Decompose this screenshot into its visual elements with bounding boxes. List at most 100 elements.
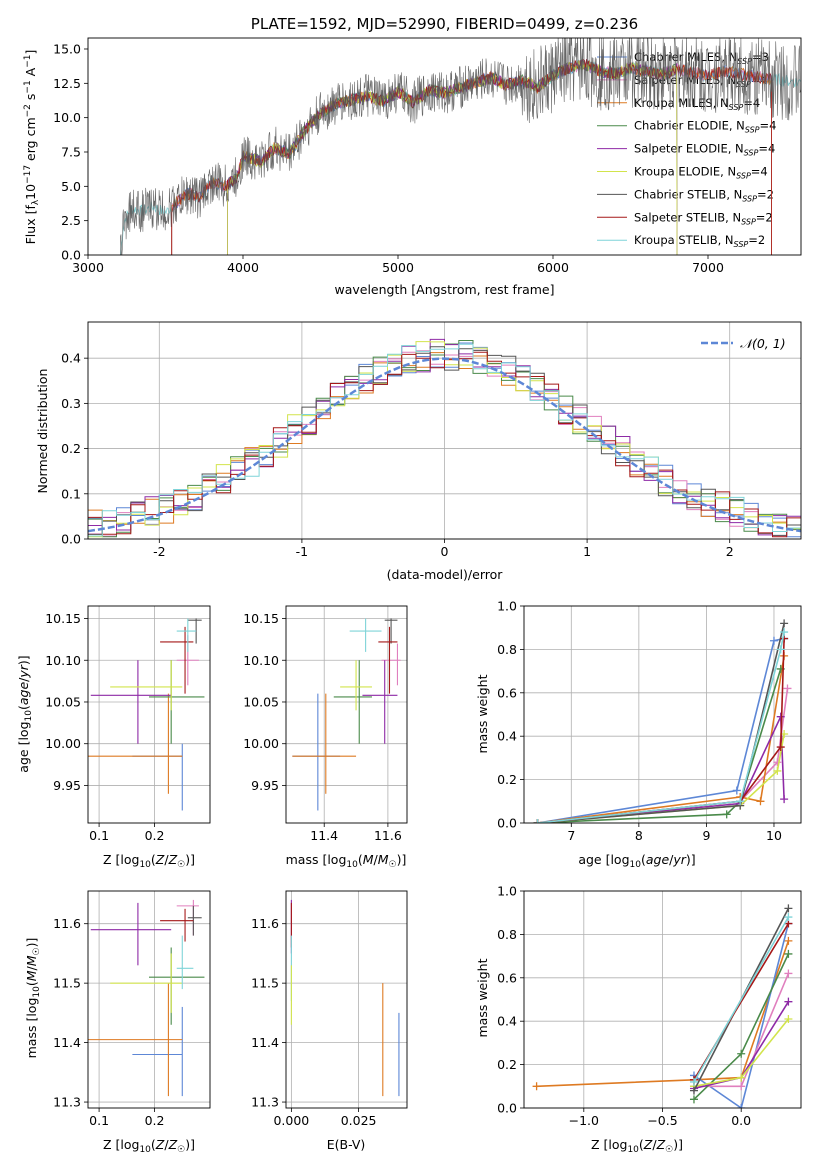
histogram-step-7 [88,351,801,538]
spectrum-plot [120,38,801,255]
age-vs-z-point-8 [176,618,197,652]
gaussian-legend-label: 𝒩(0, 1) [740,336,786,351]
mass-vs-ebv-xlabel: E(B-V) [327,1137,366,1152]
age-vs-z-point-2 [88,693,183,794]
age-vs-z-ytick-label: 10.10 [45,653,81,668]
age-vs-z-xlabel: Z [log10(Z/Z☉)] [103,852,195,870]
mass-vs-z-grid [88,891,210,1108]
legend-label-8: Kroupa STELIB, NSSP=2 [634,233,765,249]
massweight-vs-age-xtick-label: 8 [635,828,643,843]
legend-label-text: Kroupa STELIB, N [634,233,734,247]
mass-vs-z-plot [88,899,205,1097]
massweight-vs-z-marker [784,969,793,978]
age-vs-mass-ytick-label: 9.95 [251,778,279,793]
mass-vs-ebv-xtick-label: 0.025 [341,1113,377,1128]
residual-ytick-label: 0.3 [61,396,81,411]
mass-vs-z-frame [87,890,211,1109]
legend-label-count: =2 [756,210,773,224]
age-vs-z-panel: Z [log10(Z/Z☉)] age [log10(age/yr)] 0.1 0… [16,605,211,870]
massweight-vs-age-marker [776,712,785,721]
spectrum-xtick-label: 3000 [72,260,104,275]
massweight-vs-z-marker [784,1015,793,1024]
age-vs-z-xtick-label: 0.1 [89,828,109,843]
legend-label-subscript: SSP [736,80,751,89]
spectrum-xlabel: wavelength [Angstrom, rest frame] [334,282,554,297]
mass-vs-ebv-ytick-label: 11.6 [251,916,279,931]
massweight-vs-z-marker [784,997,793,1006]
massweight-vs-z-marker [689,1077,698,1086]
mass-vs-z-ytick-label: 11.5 [53,976,81,991]
massweight-vs-age-frame [523,605,802,824]
age-vs-mass-point-3 [333,660,372,744]
age-vs-mass-xtick-label: 11.4 [310,828,338,843]
age-vs-z-ylabel: age [log10(age/yr)] [16,655,34,772]
legend-label-subscript: SSP [734,240,749,249]
mass-vs-ebv-ytick-label: 11.5 [251,976,279,991]
spectrum-title: PLATE=1592, MJD=52990, FIBERID=0499, z=0… [251,15,638,33]
mass-vs-z-point-4 [90,902,172,966]
age-vs-z-ytick-label: 10.15 [45,611,81,626]
legend-label-text: Kroupa MILES, N [634,96,729,110]
spectrum-ytick-label: 2.5 [61,213,81,228]
massweight-vs-age-marker [773,758,782,767]
massweight-vs-age-marker [736,797,745,806]
age-vs-mass-ytick-label: 10.00 [243,736,279,751]
age-vs-z-plot [88,618,205,811]
residual-xtick-label: -2 [153,544,165,559]
massweight-vs-age-xlabel: age [log10(age/yr)] [578,852,695,870]
legend-label-count: =4 [751,165,768,179]
massweight-vs-z-series-0 [536,940,790,1088]
mass-vs-z-point-2 [88,983,183,1097]
mass-vs-z-ytick-label: 11.6 [53,916,81,931]
legend-label-subscript: SSP [742,194,757,203]
age-vs-mass-panel: mass [log10(M/M☉)] 11.4 11.6 9.95 10.00 10.0… [243,605,408,870]
massweight-vs-age-marker [776,645,785,654]
residual-ytick-label: 0.4 [61,351,81,366]
mass-vs-z-ylabel: mass [log10(M/M☉)] [24,938,42,1059]
residual-panel: (data-model)/error Normed distribution 𝒩… [35,321,802,582]
massweight-vs-age-marker [732,786,741,795]
mass-vs-z-point-5 [110,953,183,1013]
spectrum-ylabel: Flux [fλ10−17 erg cm−2 s−1 A−1] [23,50,41,245]
spectrum-xtick-label: 6000 [537,260,569,275]
massweight-vs-age-panel: age [log10(age/yr)] mass weight 7 8 9 10 0.0… [475,599,802,870]
massweight-vs-age-marker [780,795,789,804]
spectrum-xtick-label: 5000 [382,260,414,275]
mass-vs-z-ytick-label: 11.3 [53,1095,81,1110]
massweight-vs-z-grid [524,890,801,1109]
residual-xtick-label: 1 [583,544,591,559]
legend-label-count: =2 [748,233,765,247]
massweight-vs-age-ytick-label: 0.4 [497,729,517,744]
massweight-vs-z-xtick-label: −1.0 [569,1113,599,1128]
age-vs-mass-plot [292,618,401,811]
massweight-vs-z-xlabel: Z [log10(Z/Z☉)] [591,1137,683,1155]
massweight-vs-age-ylabel: mass weight [475,674,490,753]
mass-vs-z-point-0 [132,1006,183,1097]
massweight-vs-z-xtick-label: −0.5 [647,1113,677,1128]
spectrum-ytick-label: 15.0 [53,41,81,56]
residual-ytick-label: 0.1 [61,486,81,501]
mass-vs-z-panel: Z [log10(Z/Z☉)] mass [log10(M/M☉)] 0.1 0.… [24,890,211,1155]
legend-label-subscript: SSP [729,103,744,112]
legend-label-text: Kroupa ELODIE, N [634,165,736,179]
age-vs-mass-point-4 [362,660,398,744]
legend-label-subscript: SSP [736,172,751,181]
legend-label-text: Chabrier STELIB, N [634,187,742,201]
age-vs-mass-point-5 [340,660,372,711]
age-vs-z-point-5 [110,660,183,711]
legend-label-subscript: SSP [737,57,752,66]
spectrum-ytick-label: 0.0 [61,248,81,263]
massweight-vs-z-ytick-label: 0.4 [497,1014,517,1029]
spectrum-ytick-label: 10.0 [53,110,81,125]
age-vs-z-frame [87,605,211,824]
massweight-vs-age-series-8 [537,631,785,823]
massweight-vs-age-marker [780,619,789,628]
mass-vs-ebv-frame [285,890,408,1109]
massweight-vs-z-ylabel: mass weight [475,958,490,1037]
spectrum-xtick-label: 4000 [227,260,259,275]
spectrum-xtick-label: 7000 [692,260,724,275]
massweight-vs-z-marker [532,1082,541,1091]
massweight-vs-age-ytick-label: 0.2 [497,772,517,787]
age-vs-mass-ytick-label: 10.05 [243,694,279,709]
